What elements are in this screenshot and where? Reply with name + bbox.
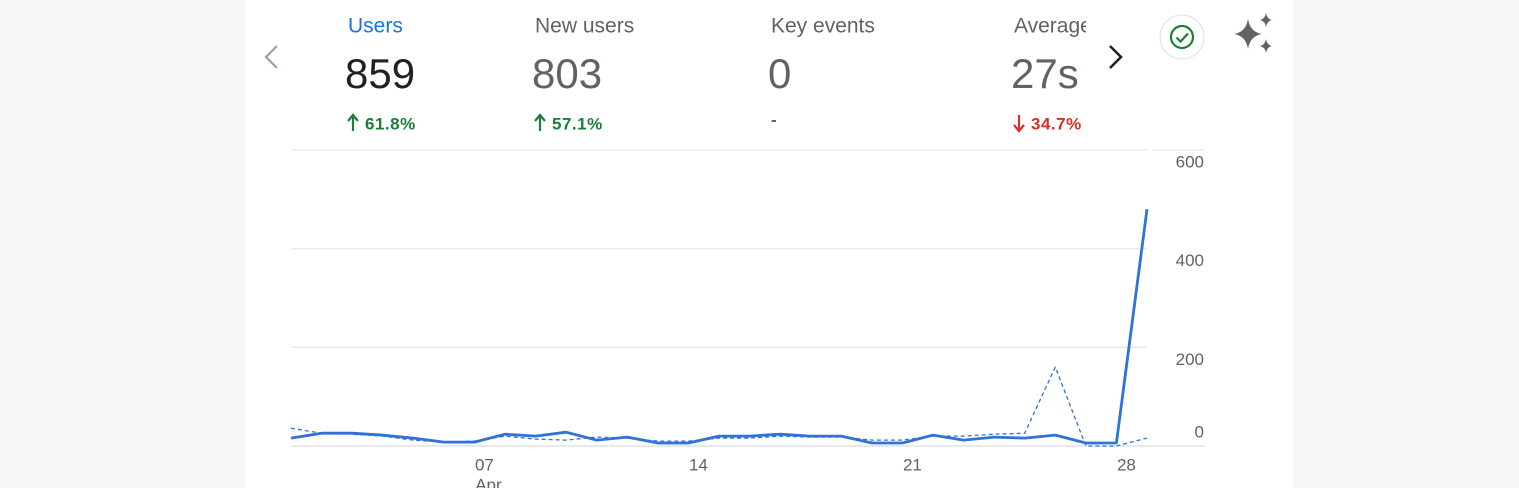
data-line xyxy=(290,209,1149,445)
sparkle-small xyxy=(1260,13,1272,27)
y-tick-label: 600 xyxy=(1176,152,1204,171)
metric-tabs: Users 859 61.8% New users 803 57.1% Key events… xyxy=(345,15,1260,134)
metric-change: - xyxy=(771,110,777,129)
prev-button[interactable] xyxy=(264,45,278,69)
sparkle-large xyxy=(1234,19,1262,49)
metric-value: 859 xyxy=(345,50,415,97)
metric-name: Average engagement time xyxy=(1014,15,1260,38)
metric-tab[interactable]: Users 859 61.8% xyxy=(345,15,416,134)
x-month-label: Apr xyxy=(475,475,502,488)
metric-change: 57.1% xyxy=(552,114,603,133)
check-button[interactable] xyxy=(1159,14,1205,60)
metric-value: 0 xyxy=(768,50,791,97)
metric-name: Key events xyxy=(771,15,875,38)
metric-change: 61.8% xyxy=(365,114,416,133)
next-button[interactable] xyxy=(1109,45,1123,69)
x-tick-label: 14 xyxy=(689,455,708,474)
check-mark xyxy=(1175,32,1189,44)
check-ring xyxy=(1169,24,1195,50)
card xyxy=(245,0,1293,488)
metric-value: 27s xyxy=(1011,50,1079,97)
status-check[interactable] xyxy=(1159,14,1205,60)
metric-tab[interactable]: New users 803 57.1% xyxy=(532,15,634,134)
y-tick-label: 0 xyxy=(1195,422,1204,441)
y-tick-label: 200 xyxy=(1176,350,1204,369)
change-arrow xyxy=(347,113,359,131)
metric-tab[interactable]: Average engagement time 27s 34.7% xyxy=(1011,15,1260,134)
change-arrow xyxy=(534,113,546,131)
x-tick-label: 21 xyxy=(903,455,922,474)
y-tick-label: 400 xyxy=(1176,251,1204,270)
x-tick-label: 28 xyxy=(1117,455,1136,474)
insights-icon[interactable] xyxy=(1234,13,1272,53)
metric-name: Users xyxy=(348,15,403,38)
metric-change: 34.7% xyxy=(1031,114,1082,133)
sparkle-small xyxy=(1260,39,1272,53)
metric-name: New users xyxy=(535,15,634,38)
change-arrow xyxy=(1013,115,1025,133)
x-tick-label: 07 xyxy=(475,455,494,474)
metric-tab[interactable]: Key events 0 - xyxy=(768,15,875,130)
metric-value: 803 xyxy=(532,50,602,97)
